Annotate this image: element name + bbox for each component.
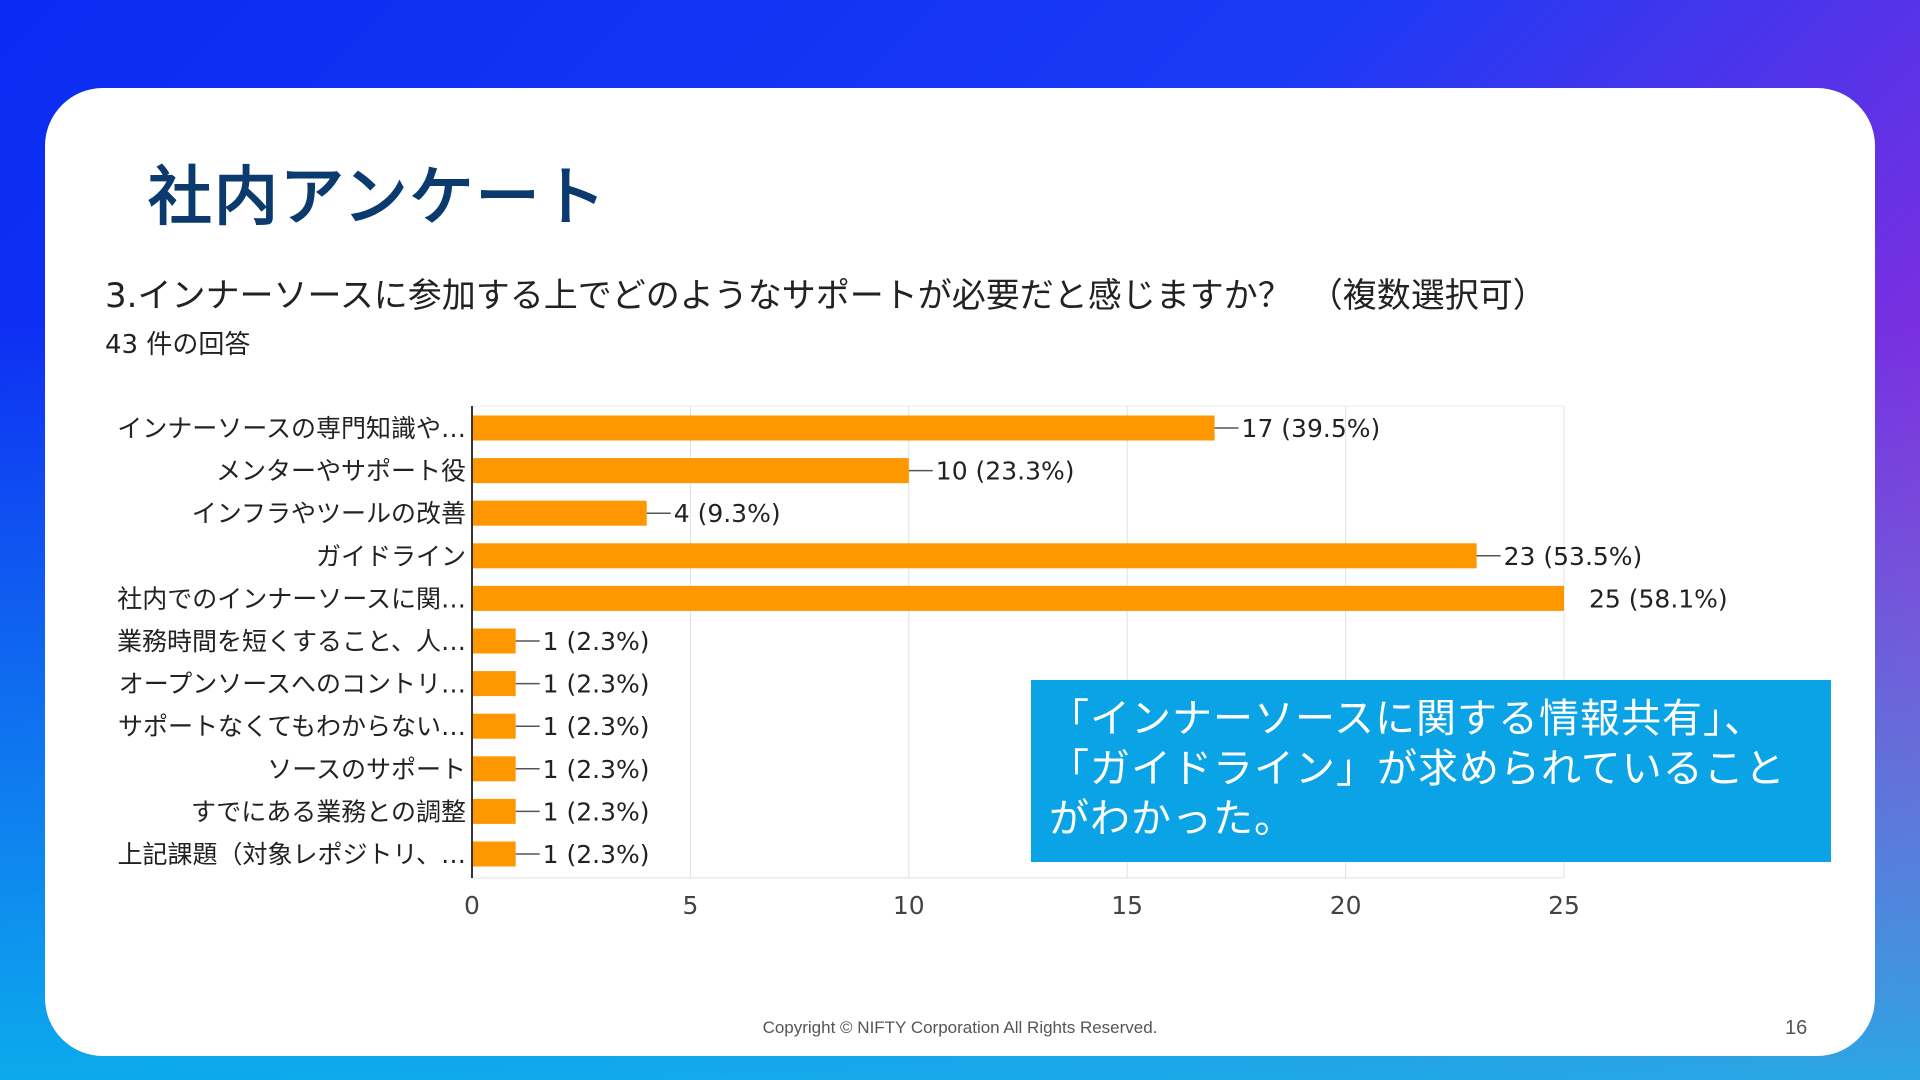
category-label-7: サポートなくてもわからない… bbox=[118, 712, 466, 741]
category-label-6: オープンソースへのコントリ… bbox=[119, 670, 466, 699]
bar-4 bbox=[472, 585, 1564, 611]
category-label-8: ソースのサポート bbox=[267, 755, 466, 784]
callout-line-2: 「ガイドライン」が求められていること bbox=[1049, 746, 1786, 792]
data-label-5: 1 (2.3%) bbox=[543, 627, 650, 656]
x-tick-label-5: 5 bbox=[682, 891, 698, 920]
response-count: 43 件の回答 bbox=[105, 330, 251, 360]
bar-1 bbox=[472, 458, 909, 484]
x-tick-label-15: 15 bbox=[1111, 891, 1143, 920]
page-number: 16 bbox=[1785, 1017, 1808, 1039]
bar-6 bbox=[472, 671, 516, 697]
bar-chart: インナーソースの専門知識や… 17 (39.5%) メンターやサポート役 10 (23… bbox=[117, 405, 1728, 920]
x-tick-label-25: 25 bbox=[1548, 891, 1580, 920]
category-label-5: 業務時間を短くすること、人… bbox=[117, 627, 466, 656]
data-label-3: 23 (53.5%) bbox=[1504, 542, 1643, 571]
bar-3 bbox=[472, 543, 1477, 569]
bar-8 bbox=[472, 756, 516, 782]
callout-box: 「インナーソースに関する情報共有」、 「ガイドライン」が求められていること がわ… bbox=[1031, 680, 1831, 862]
data-label-4: 25 (58.1%) bbox=[1589, 584, 1728, 613]
bar-9 bbox=[472, 798, 516, 824]
data-label-9: 1 (2.3%) bbox=[543, 797, 650, 826]
category-label-3: ガイドライン bbox=[316, 542, 466, 571]
category-label-9: すでにある業務との調整 bbox=[191, 797, 466, 826]
category-label-4: 社内でのインナーソースに関… bbox=[117, 584, 466, 613]
category-label-1: メンターやサポート役 bbox=[216, 457, 466, 486]
data-label-1: 10 (23.3%) bbox=[936, 457, 1075, 486]
category-label-10: 上記課題（対象レポジトリ、… bbox=[117, 840, 466, 869]
data-label-0: 17 (39.5%) bbox=[1242, 414, 1381, 443]
data-label-10: 1 (2.3%) bbox=[543, 840, 650, 869]
slide-card: 社内アンケート 3.インナーソースに参加する上でどのようなサポートが必要だと感じ… bbox=[45, 88, 1875, 1056]
x-tick-label-0: 0 bbox=[464, 891, 480, 920]
bar-7 bbox=[472, 713, 516, 739]
x-tick-label-20: 20 bbox=[1330, 891, 1362, 920]
bar-0 bbox=[472, 415, 1215, 441]
x-tick-label-10: 10 bbox=[893, 891, 925, 920]
callout-line-1: 「インナーソースに関する情報共有」、 bbox=[1049, 696, 1765, 742]
category-label-0: インナーソースの専門知識や… bbox=[117, 414, 466, 443]
copyright-text: Copyright © NIFTY Corporation All Rights… bbox=[762, 1018, 1158, 1037]
callout-line-3: がわかった。 bbox=[1049, 796, 1295, 842]
data-label-7: 1 (2.3%) bbox=[543, 712, 650, 741]
slide-title: 社内アンケート bbox=[148, 161, 608, 235]
chart-question: 3.インナーソースに参加する上でどのようなサポートが必要だと感じますか？ （複数… bbox=[105, 276, 1547, 316]
data-label-2: 4 (9.3%) bbox=[674, 499, 781, 528]
bar-10 bbox=[472, 841, 516, 867]
bar-2 bbox=[472, 500, 647, 526]
bar-5 bbox=[472, 628, 516, 654]
category-label-2: インフラやツールの改善 bbox=[192, 499, 466, 528]
data-label-8: 1 (2.3%) bbox=[543, 755, 650, 784]
data-label-6: 1 (2.3%) bbox=[543, 670, 650, 699]
